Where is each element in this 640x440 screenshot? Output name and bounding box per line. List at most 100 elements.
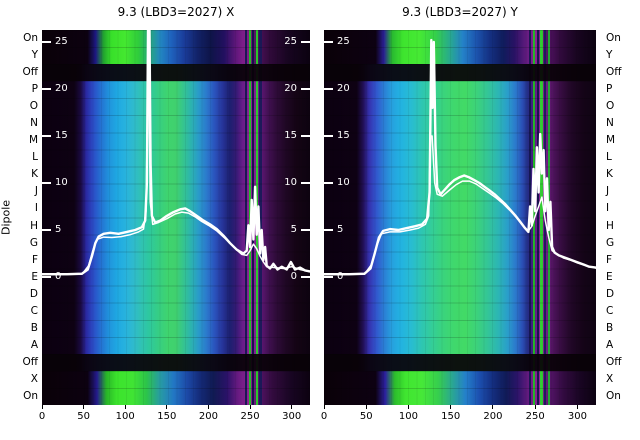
row-label-left-21: On (23, 389, 38, 402)
row-label-right-13: F (606, 253, 613, 266)
y-tick-mark-left (324, 229, 333, 231)
x-tick-mark (365, 405, 367, 409)
heatmap-vstripe (536, 30, 539, 405)
x-tick-mark (41, 405, 43, 409)
row-label-left-20: X (30, 372, 38, 385)
row-label-left-8: K (31, 168, 38, 181)
x-tick-label: 0 (38, 411, 46, 422)
y-tick-label-left: 15 (337, 130, 350, 141)
row-label-left-0: On (23, 32, 38, 45)
y-tick-label-left: 20 (337, 83, 350, 94)
x-tick-mark (450, 405, 452, 409)
x-tick-label: 50 (77, 411, 90, 422)
row-label-right-19: Off (606, 355, 622, 368)
row-label-left-14: E (31, 270, 38, 283)
y-tick-mark-right (301, 135, 310, 137)
row-label-left-6: M (28, 134, 38, 147)
y-tick-label-left: 15 (55, 130, 68, 141)
y-tick-label-right: 0 (290, 271, 297, 282)
row-label-right-17: B (606, 321, 614, 334)
y-tick-mark-left (324, 41, 333, 43)
row-label-left-7: L (32, 151, 38, 164)
y-tick-label-left: 0 (337, 271, 344, 282)
row-label-right-5: N (606, 117, 614, 130)
x-tick-mark (124, 405, 126, 409)
pixel-texture (42, 30, 310, 405)
x-tick-mark (207, 405, 209, 409)
off-row-band (42, 353, 310, 371)
y-tick-mark-left (42, 229, 51, 231)
x-tick-label: 250 (240, 411, 260, 422)
panel-y: 25 20 15 10 5 0 0 50 100 150 200 250 300 (321, 30, 598, 422)
y-tick-label-right: 20 (284, 83, 297, 94)
y-tick-mark-right (301, 88, 310, 90)
x-tick-mark (407, 405, 409, 409)
line-series-trace-1 (40, 17, 312, 276)
off-row-band (42, 64, 310, 82)
row-label-left-9: J (34, 185, 38, 198)
panel-x-title: 9.3 (LBD3=2027) X (117, 5, 235, 19)
y-tick-label-right: 5 (290, 224, 297, 235)
line-series-trace-2 (41, 88, 311, 276)
x-tick-label: 100 (115, 411, 135, 422)
y-tick-label-right: 10 (284, 177, 297, 188)
row-label-right-14: E (606, 270, 613, 283)
row-label-right-7: L (606, 151, 612, 164)
row-label-left-13: F (31, 253, 38, 266)
off-row-band (324, 64, 596, 82)
heatmap-vstripe (539, 30, 543, 405)
row-label-left-12: G (29, 236, 38, 249)
line-overlay (322, 38, 598, 276)
x-tick-mark (492, 405, 494, 409)
y-tick-label-left: 10 (55, 177, 68, 188)
y-tick-mark-left (42, 182, 51, 184)
row-label-right-1: Y (606, 49, 613, 62)
panel-y-title: 9.3 (LBD3=2027) Y (402, 5, 518, 19)
x-tick-label: 250 (525, 411, 545, 422)
heatmap-top-rows (324, 30, 596, 65)
y-tick-mark-right (301, 182, 310, 184)
row-label-left-4: O (29, 100, 38, 113)
row-label-left-18: A (30, 338, 38, 351)
y-tick-mark-left (324, 135, 333, 137)
y-tick-mark-left (42, 135, 51, 137)
x-tick-label: 150 (157, 411, 177, 422)
y-tick-mark-left (42, 88, 51, 90)
heatmap-vstripe (259, 30, 263, 405)
heatmap-vstripe (244, 30, 247, 405)
row-label-left-15: D (29, 287, 38, 300)
x-tick-mark (323, 405, 325, 409)
line-series-trace-2 (323, 135, 597, 276)
y-tick-mark-right (301, 229, 310, 231)
row-label-right-9: J (606, 185, 610, 198)
row-label-right-8: K (606, 168, 613, 181)
row-label-right-2: Off (606, 66, 622, 79)
x-tick-mark (534, 405, 536, 409)
row-label-right-12: G (606, 236, 615, 249)
y-tick-label-left: 0 (55, 271, 62, 282)
y-tick-mark-left (42, 276, 51, 278)
y-tick-label-left: 10 (337, 177, 350, 188)
y-tick-label-left: 25 (337, 36, 350, 47)
row-label-left-5: N (30, 117, 38, 130)
x-tick-mark (83, 405, 85, 409)
y-tick-mark-left (42, 41, 51, 43)
row-label-left-3: P (31, 83, 38, 96)
row-label-left-16: C (30, 304, 38, 317)
x-tick-label: 300 (567, 411, 587, 422)
x-tick-label: 300 (282, 411, 302, 422)
row-label-right-10: I (606, 202, 610, 215)
row-label-left-2: Off (22, 66, 39, 79)
y-tick-mark-left (324, 276, 333, 278)
row-label-left-17: B (30, 321, 38, 334)
x-tick-label: 200 (198, 411, 218, 422)
row-label-right-18: A (606, 338, 614, 351)
row-label-right-0: On (606, 32, 621, 45)
row-label-left-10: I (34, 202, 38, 215)
row-label-right-15: D (606, 287, 615, 300)
y-tick-label-left: 5 (55, 224, 62, 235)
row-label-right-3: P (606, 83, 613, 96)
row-label-left-1: Y (31, 49, 38, 62)
